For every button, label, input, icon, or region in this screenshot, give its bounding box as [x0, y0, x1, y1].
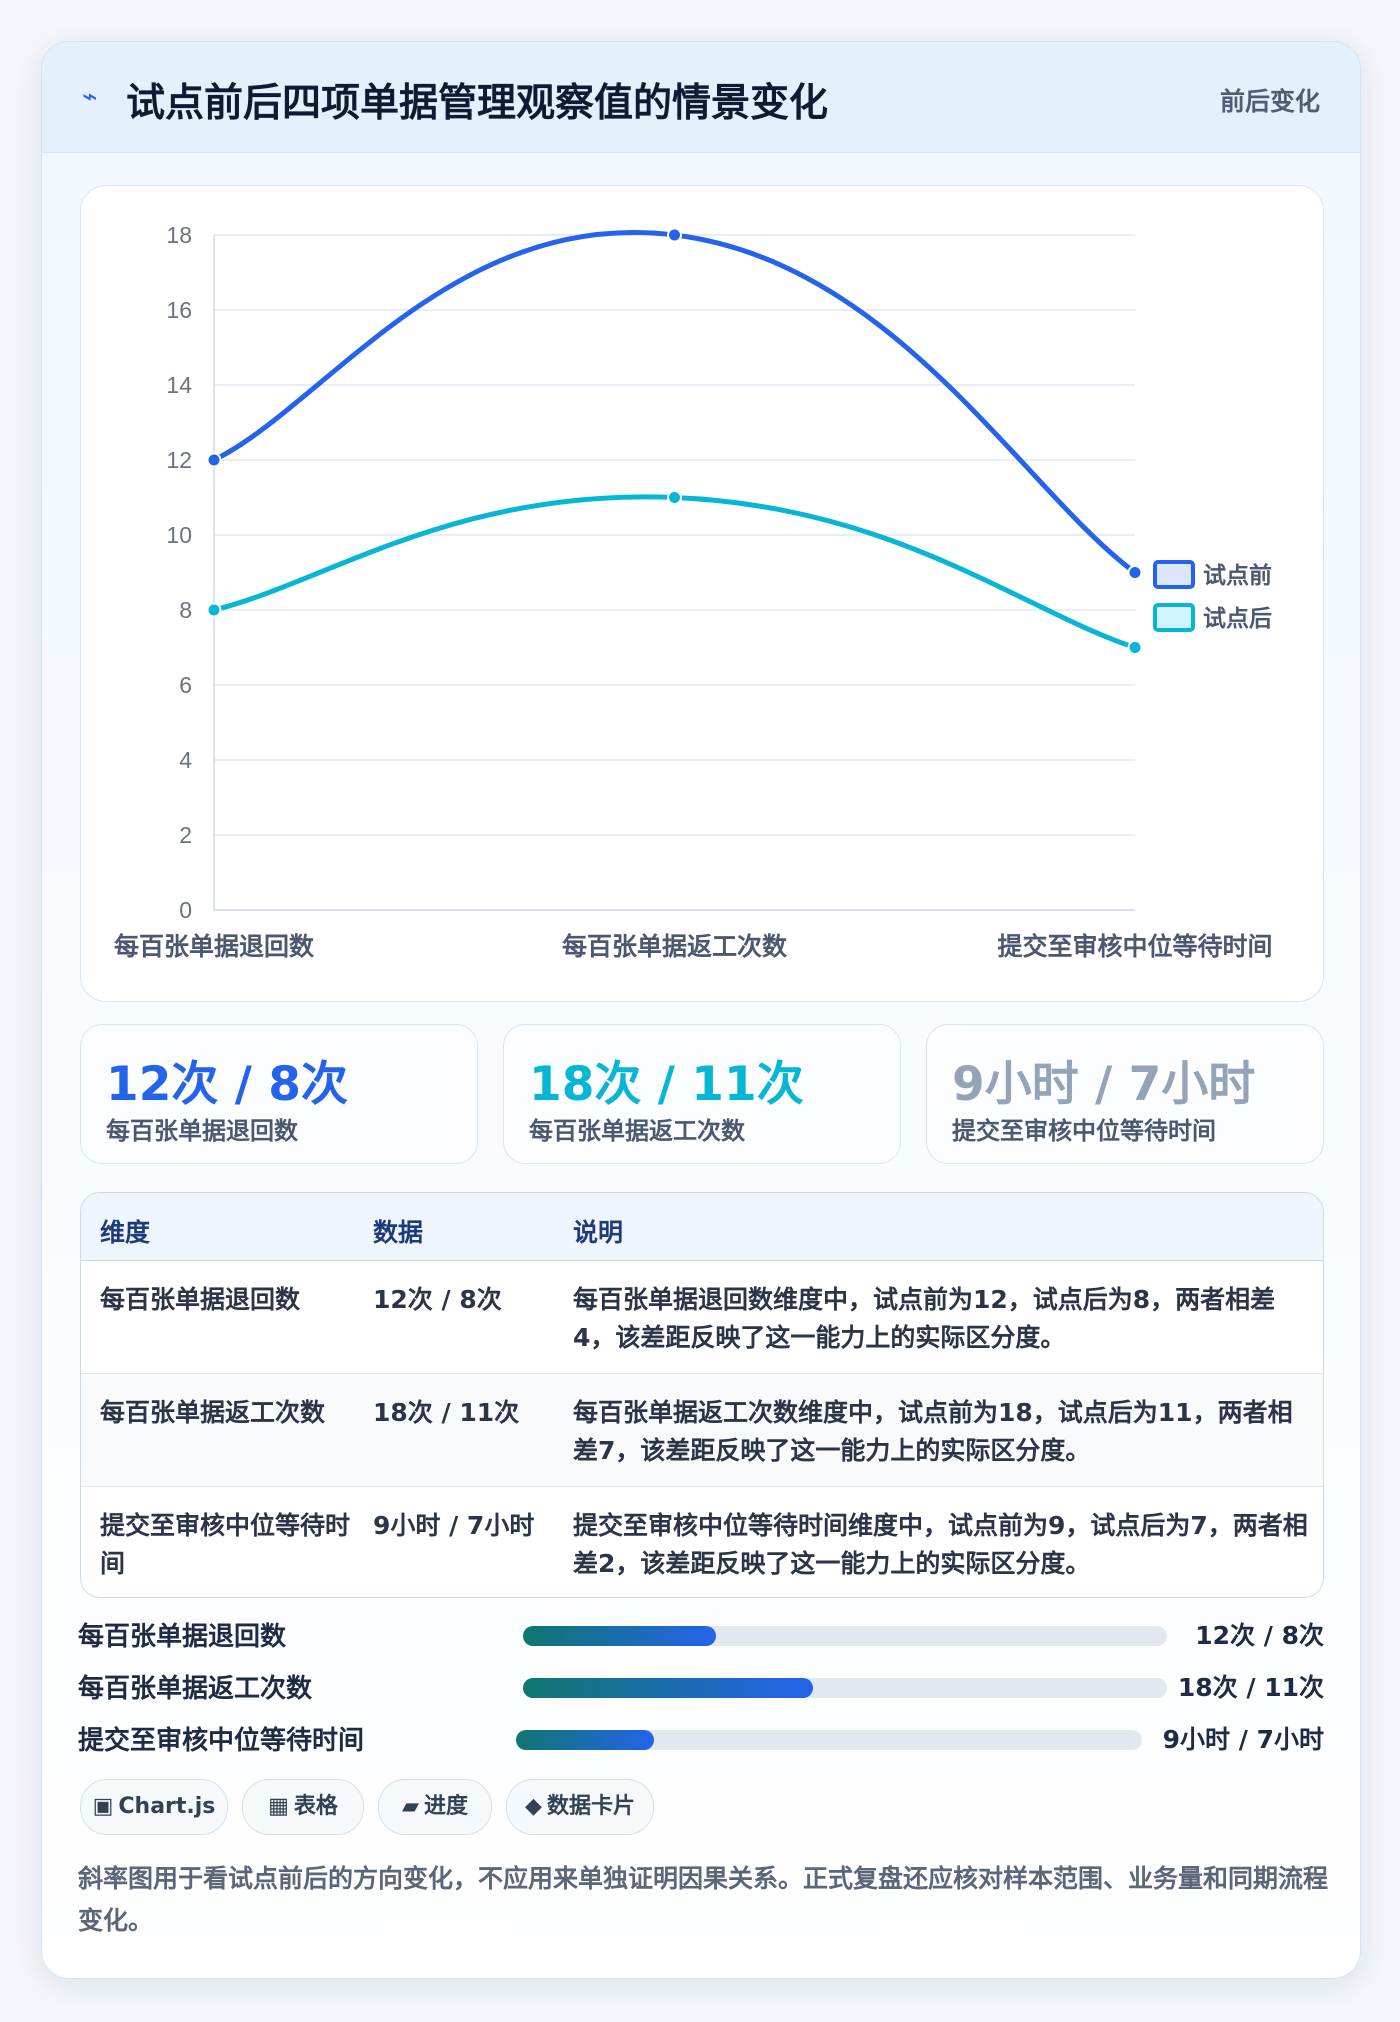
- progress-label: 提交至审核中位等待时间: [78, 1726, 365, 1756]
- stat-card-rework: 18次 / 11次 每百张单据返工次数: [503, 1024, 901, 1164]
- column-header: 数据: [373, 1218, 424, 1247]
- data-point: [667, 490, 682, 505]
- tag-label: Chart.js: [118, 1794, 216, 1819]
- series-line-before: [211, 230, 1138, 575]
- x-tick-label: 每百张单据退回数: [114, 932, 315, 961]
- legend-swatch: [1153, 560, 1195, 589]
- column-header: 维度: [100, 1218, 151, 1247]
- data-point: [1127, 640, 1143, 655]
- y-tick-label: 12: [166, 447, 192, 473]
- cell-dimension: 每百张单据返工次数: [100, 1398, 326, 1427]
- cell-dimension: 每百张单据退回数: [100, 1285, 301, 1314]
- progress-fill: [523, 1678, 813, 1698]
- y-tick-label: 2: [179, 822, 192, 848]
- progress-track: [516, 1730, 1142, 1750]
- stat-value: 9小时 / 7小时: [952, 1057, 1256, 1112]
- tag-label: 数据卡片: [546, 1794, 635, 1819]
- series-line-after: [211, 494, 1138, 650]
- table-row: 提交至审核中位等待时间 9小时 / 7小时 提交至审核中位等待时间维度中，试点前…: [81, 1487, 1323, 1597]
- chart-container: 0 2 4 6 8 10 12 14 16 18 每百张单据退回数 每百张单据返工次数 提交至审核中位等…: [80, 185, 1324, 1002]
- stat-label: 每百张单据退回数: [106, 1117, 298, 1145]
- progress-value: 18次 / 11次: [1177, 1673, 1324, 1702]
- y-tick-label: 8: [179, 597, 192, 623]
- stat-value: 12次 / 8次: [106, 1057, 348, 1112]
- line-chart: 0 2 4 6 8 10 12 14 16 18 每百张单据退回数 每百张单据返工次数 提交至审核中位等…: [114, 222, 1273, 961]
- table-row: 每百张单据返工次数 18次 / 11次 每百张单据返工次数维度中，试点前为18，…: [81, 1374, 1323, 1487]
- legend-label: 试点后: [1203, 606, 1272, 632]
- tag-chartjs[interactable]: ▣ Chart.js: [80, 1779, 228, 1835]
- cell-description: 每百张单据返工次数维度中，试点前为18，试点后为11，两者相差7，该差距反映了这…: [573, 1398, 1293, 1465]
- data-table: 维度 数据 说明 每百张单据退回数 12次 / 8次 每百张单据退回数维度中，试…: [80, 1192, 1324, 1598]
- progress-label: 每百张单据返工次数: [78, 1674, 313, 1704]
- bolt-icon: ⌁: [82, 82, 98, 112]
- page-title: 试点前后四项单据管理观察值的情景变化: [126, 81, 829, 126]
- y-tick-label: 10: [166, 522, 192, 548]
- y-tick-label: 0: [179, 897, 192, 923]
- table-row: 每百张单据退回数 12次 / 8次 每百张单据退回数维度中，试点前为12，试点后…: [81, 1261, 1323, 1374]
- cell-description: 提交至审核中位等待时间维度中，试点前为9，试点后为7，两者相差2，该差距反映了这…: [573, 1511, 1308, 1578]
- data-point: [667, 227, 682, 243]
- legend-swatch: [1153, 603, 1195, 632]
- x-tick-label: 每百张单据返工次数: [562, 932, 788, 961]
- cell-dimension: 提交至审核中位等待时间: [100, 1511, 351, 1578]
- tag-table[interactable]: ▦ 表格: [242, 1779, 364, 1835]
- progress-fill: [523, 1626, 717, 1646]
- footnote: 斜率图用于看试点前后的方向变化，不应用来单独证明因果关系。正式复盘还应核对样本范…: [78, 1864, 1329, 1935]
- data-point: [206, 452, 222, 468]
- cell-data: 18次 / 11次: [373, 1398, 520, 1427]
- tag-label: 进度: [423, 1794, 468, 1819]
- legend-label: 试点前: [1203, 562, 1272, 589]
- cell-data: 9小时 / 7小时: [373, 1511, 535, 1540]
- tag-data-card[interactable]: ◆ 数据卡片: [506, 1779, 654, 1835]
- x-tick-label: 提交至审核中位等待时间: [997, 932, 1272, 961]
- progress-track: [523, 1626, 1167, 1646]
- stat-value: 18次 / 11次: [529, 1057, 804, 1112]
- stat-card-wait: 9小时 / 7小时 提交至审核中位等待时间: [926, 1024, 1324, 1164]
- stat-label: 提交至审核中位等待时间: [952, 1117, 1216, 1145]
- data-point: [1127, 565, 1143, 580]
- change-badge: 前后变化: [1219, 87, 1320, 116]
- y-tick-label: 6: [179, 672, 192, 698]
- progress-fill: [516, 1730, 654, 1750]
- progress-icon: ▰: [402, 1794, 419, 1819]
- progress-value: 12次 / 8次: [1195, 1621, 1324, 1650]
- progress-label: 每百张单据退回数: [78, 1622, 287, 1652]
- y-tick-label: 16: [166, 297, 192, 323]
- y-tick-label: 18: [166, 222, 192, 248]
- table-header: 维度 数据 说明: [81, 1193, 1323, 1261]
- tag-label: 表格: [293, 1794, 338, 1819]
- main-card: ⌁ 试点前后四项单据管理观察值的情景变化 前后变化 0 2 4 6 8 10 12 14 16 1…: [41, 41, 1361, 1979]
- data-point: [206, 602, 222, 618]
- chart-icon: ▣: [92, 1794, 114, 1819]
- stat-label: 每百张单据返工次数: [529, 1117, 745, 1145]
- card-header: ⌁ 试点前后四项单据管理观察值的情景变化 前后变化: [42, 42, 1360, 153]
- tag-progress[interactable]: ▰ 进度: [378, 1779, 492, 1835]
- progress-value: 9小时 / 7小时: [1162, 1725, 1324, 1754]
- progress-track: [523, 1678, 1167, 1698]
- cell-data: 12次 / 8次: [373, 1285, 502, 1314]
- cell-description: 每百张单据退回数维度中，试点前为12，试点后为8，两者相差4，该差距反映了这一能…: [573, 1285, 1276, 1352]
- stat-card-return: 12次 / 8次 每百张单据退回数: [80, 1024, 478, 1164]
- column-header: 说明: [573, 1218, 624, 1247]
- card-icon: ◆: [525, 1794, 542, 1819]
- y-tick-label: 14: [166, 372, 192, 398]
- y-tick-label: 4: [179, 747, 192, 773]
- table-icon: ▦: [268, 1794, 289, 1819]
